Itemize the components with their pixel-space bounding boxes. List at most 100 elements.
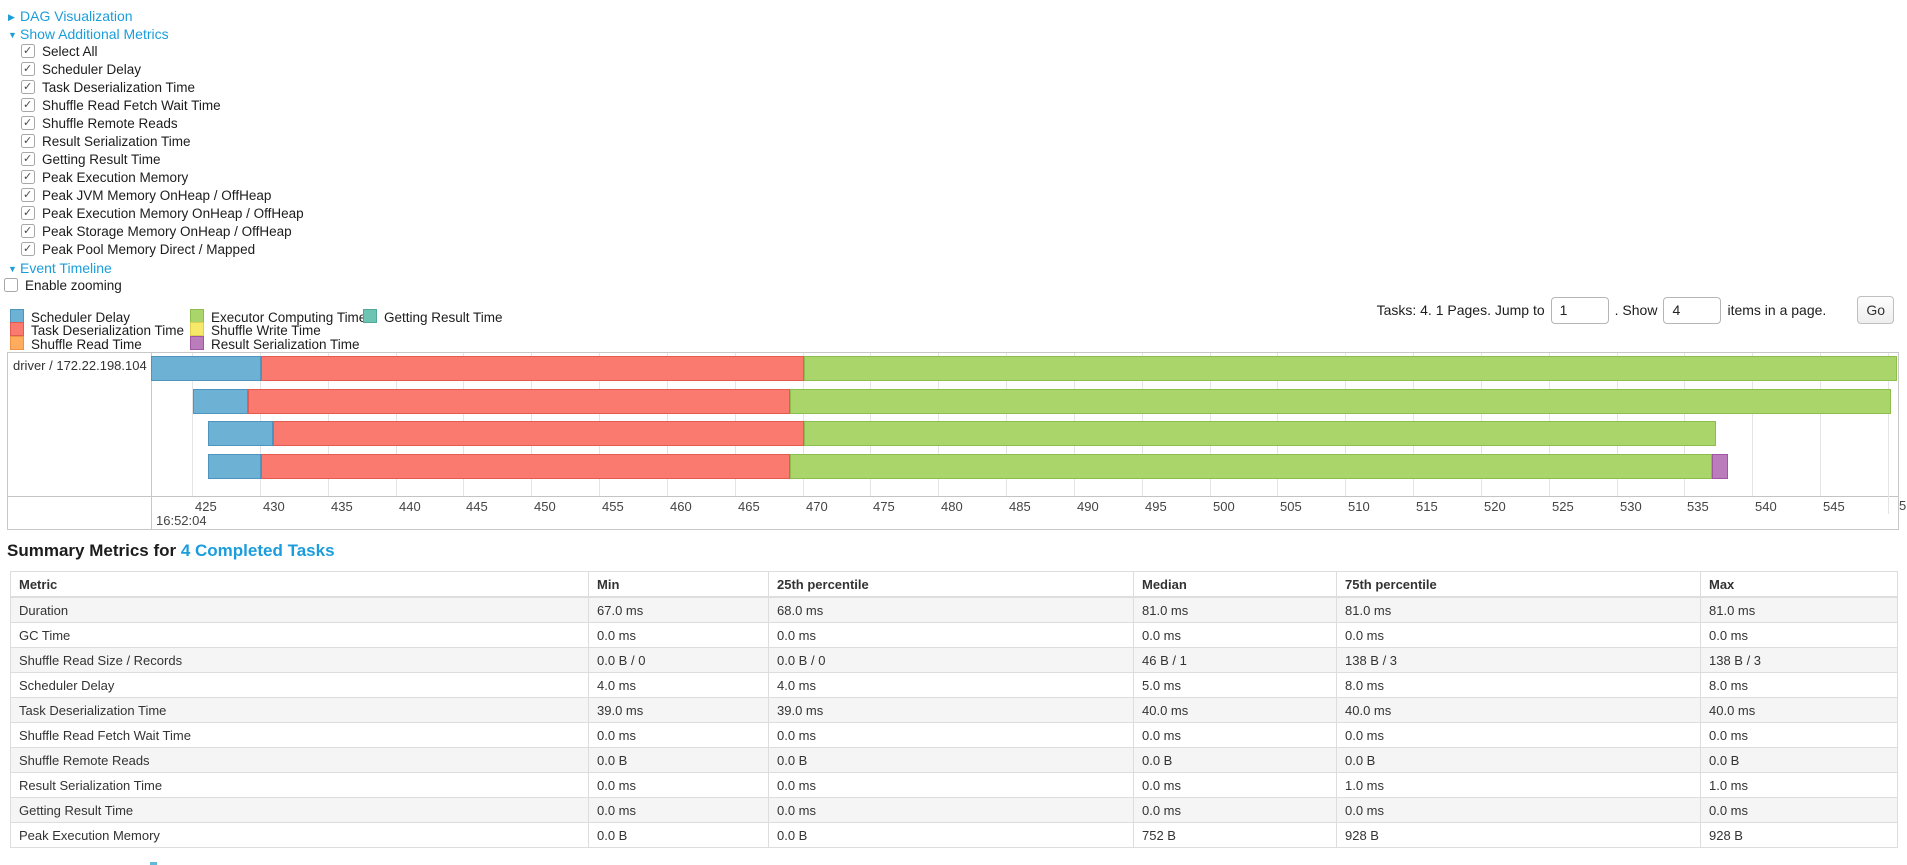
result-serialization-swatch <box>190 335 204 350</box>
metric-name-cell: Shuffle Read Size / Records <box>10 647 589 673</box>
timeline-bar-segment-executor-computing[interactable] <box>790 389 1891 414</box>
checkbox-peak-storage-memory-onheap-offheap[interactable] <box>21 222 35 240</box>
timeline-bar-segment-executor-computing[interactable] <box>803 421 1716 446</box>
axis-time-label: 16:52:04 <box>156 513 207 528</box>
event-timeline-toggle-label: Event Timeline <box>20 260 112 276</box>
timeline-bar-segment-scheduler-delay[interactable] <box>208 454 262 479</box>
metric-value-cell: 4.0 ms <box>588 672 769 698</box>
timeline-bar-segment-result-serialization[interactable] <box>1711 454 1728 479</box>
metric-value-cell: 0.0 B <box>1700 747 1898 773</box>
go-button[interactable]: Go <box>1857 296 1894 324</box>
metric-checkbox-row: Shuffle Read Fetch Wait Time <box>21 96 221 115</box>
metric-value-cell: 1.0 ms <box>1336 772 1701 798</box>
checkbox-shuffle-read-fetch-wait-time[interactable] <box>21 96 35 114</box>
checkbox-label: Peak Storage Memory OnHeap / OffHeap <box>42 224 292 239</box>
enable-zooming-checkbox[interactable] <box>4 278 18 292</box>
metric-name-cell: Peak Execution Memory <box>10 822 589 848</box>
metric-value-cell: 81.0 ms <box>1133 596 1337 623</box>
metric-value-cell: 0.0 B <box>1133 747 1337 773</box>
checkbox-shuffle-remote-reads[interactable] <box>21 114 35 132</box>
metric-value-cell: 0.0 ms <box>1133 772 1337 798</box>
timeline-bar-segment-scheduler-delay[interactable] <box>193 389 248 414</box>
metric-value-cell: 0.0 ms <box>1133 797 1337 823</box>
jump-to-page-input[interactable] <box>1550 296 1609 324</box>
metric-value-cell: 1.0 ms <box>1700 772 1898 798</box>
completed-tasks-link[interactable]: 4 Completed Tasks <box>180 541 335 560</box>
caret-down-icon: ▼ <box>8 264 17 274</box>
checkbox-task-deserialization-time[interactable] <box>21 78 35 96</box>
axis-tick-label: 480 <box>941 499 963 514</box>
metric-value-cell: 0.0 ms <box>1700 622 1898 648</box>
gridline <box>1820 353 1821 496</box>
metric-value-cell: 40.0 ms <box>1700 697 1898 723</box>
timeline-bar-segment-scheduler-delay[interactable] <box>208 421 274 446</box>
checkbox-peak-jvm-memory-onheap-offheap[interactable] <box>21 186 35 204</box>
enable-zooming-row: Enable zooming <box>4 277 122 295</box>
task-deserialization-swatch <box>10 322 24 337</box>
executor-row-label: driver / 172.22.198.104 <box>13 358 147 373</box>
metric-value-cell: 5.0 ms <box>1133 672 1337 698</box>
gridline <box>1888 353 1889 514</box>
metric-name-cell: Shuffle Remote Reads <box>10 747 589 773</box>
timeline-bar-segment-task-deserialization[interactable] <box>261 356 804 381</box>
legend-label: Shuffle Write Time <box>211 323 321 339</box>
timeline-bar-segment-task-deserialization[interactable] <box>247 389 791 414</box>
checkbox-getting-result-time[interactable] <box>21 150 35 168</box>
column-header-25th-percentile: 25th percentile <box>768 571 1134 598</box>
metric-value-cell: 0.0 B <box>588 822 769 848</box>
legend-item: Scheduler Delay <box>10 309 131 325</box>
metric-value-cell: 68.0 ms <box>768 596 1134 623</box>
metric-value-cell: 39.0 ms <box>768 697 1134 723</box>
checkbox-label: Getting Result Time <box>42 152 161 167</box>
timeline-bar-segment-scheduler-delay[interactable] <box>151 356 262 381</box>
checkbox-label: Peak Pool Memory Direct / Mapped <box>42 242 256 257</box>
metric-checkbox-row: Select All <box>21 42 98 61</box>
metric-checkbox-row: Peak Execution Memory OnHeap / OffHeap <box>21 204 304 223</box>
timeline-bar-segment-task-deserialization[interactable] <box>261 454 791 479</box>
axis-tick-label: 465 <box>738 499 760 514</box>
table-row: Scheduler Delay 4.0 ms 4.0 ms 5.0 ms 8.0 ms 8… <box>10 672 1898 698</box>
metric-value-cell: 0.0 ms <box>1133 622 1337 648</box>
metric-value-cell: 0.0 ms <box>768 772 1134 798</box>
caret-down-icon: ▼ <box>8 30 17 40</box>
show-additional-metrics-toggle[interactable]: ▼ Show Additional Metrics <box>8 25 169 43</box>
show-additional-metrics-toggle-label: Show Additional Metrics <box>20 26 169 42</box>
metric-value-cell: 0.0 B <box>1336 747 1701 773</box>
metric-checkbox-row: Peak Storage Memory OnHeap / OffHeap <box>21 222 292 241</box>
timeline-bar-segment-executor-computing[interactable] <box>790 454 1712 479</box>
metric-value-cell: 0.0 ms <box>768 622 1134 648</box>
axis-tick-label: 490 <box>1077 499 1099 514</box>
legend-label: Scheduler Delay <box>31 310 131 325</box>
metric-value-cell: 40.0 ms <box>1133 697 1337 723</box>
checkbox-scheduler-delay[interactable] <box>21 60 35 78</box>
metric-value-cell: 752 B <box>1133 822 1337 848</box>
metric-name-cell: Shuffle Read Fetch Wait Time <box>10 722 589 748</box>
axis-tick-label: 550 <box>1899 498 1907 513</box>
timeline-bar-segment-task-deserialization[interactable] <box>273 421 804 446</box>
checkbox-peak-execution-memory-onheap-offheap[interactable] <box>21 204 35 222</box>
metric-value-cell: 0.0 ms <box>1700 722 1898 748</box>
metric-value-cell: 81.0 ms <box>1336 596 1701 623</box>
metric-name-cell: Duration <box>10 596 589 623</box>
legend-label: Executor Computing Time <box>211 310 367 325</box>
event-timeline-toggle[interactable]: ▼ Event Timeline <box>8 259 112 277</box>
checkbox-result-serialization-time[interactable] <box>21 132 35 150</box>
axis-tick-label: 535 <box>1687 499 1709 514</box>
axis-tick-label: 530 <box>1620 499 1642 514</box>
checkbox-select-all[interactable] <box>21 42 35 60</box>
checkbox-peak-pool-memory-direct-mapped[interactable] <box>21 240 35 258</box>
axis-tick-label: 440 <box>399 499 421 514</box>
dag-visualization-toggle[interactable]: ▶ DAG Visualization <box>8 7 133 25</box>
table-row: Shuffle Read Fetch Wait Time 0.0 ms 0.0 ms… <box>10 722 1898 748</box>
metric-name-cell: Scheduler Delay <box>10 672 589 698</box>
checkbox-peak-execution-memory[interactable] <box>21 168 35 186</box>
metric-value-cell: 8.0 ms <box>1336 672 1701 698</box>
metric-value-cell: 928 B <box>1336 822 1701 848</box>
timeline-bar-segment-executor-computing[interactable] <box>803 356 1898 381</box>
metric-value-cell: 0.0 ms <box>588 722 769 748</box>
metric-value-cell: 0.0 ms <box>588 772 769 798</box>
metric-value-cell: 39.0 ms <box>588 697 769 723</box>
metric-checkbox-row: Shuffle Remote Reads <box>21 114 178 133</box>
items-per-page-input[interactable] <box>1663 296 1722 324</box>
caret-right-icon: ▶ <box>8 12 15 22</box>
